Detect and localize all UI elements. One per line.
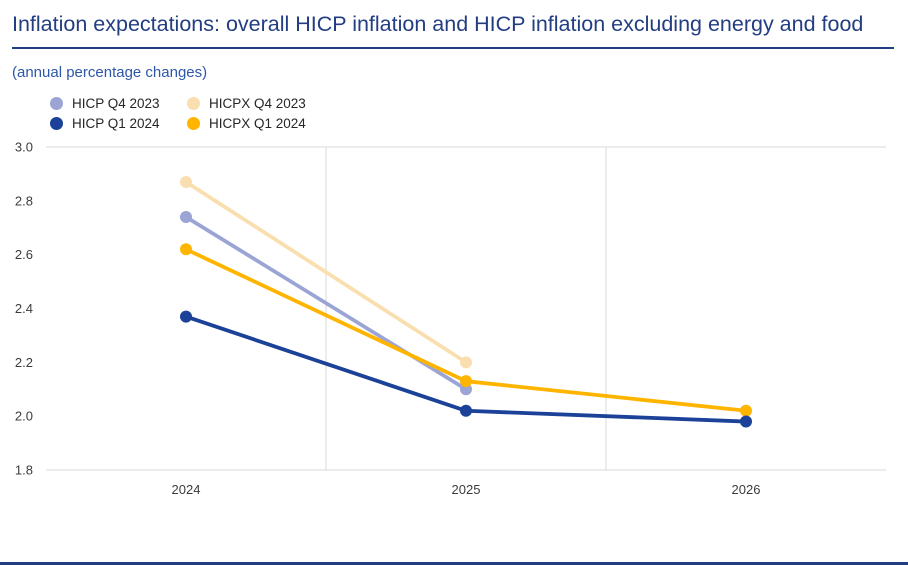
chart-line — [184, 180, 468, 365]
legend-label: HICPX Q1 2024 — [209, 116, 306, 132]
legend-marker-icon — [187, 117, 200, 131]
title-divider — [12, 47, 894, 50]
chart-legend: HICP Q4 2023 HICPX Q4 2023 HICP Q1 2024 HIC… — [50, 96, 908, 131]
x-tick-label: 2025 — [452, 482, 481, 497]
legend-item: HICP Q1 2024 — [50, 116, 187, 131]
y-tick-label: 2.8 — [15, 194, 33, 209]
data-point-marker — [180, 211, 192, 224]
data-point-marker — [460, 356, 472, 369]
legend-label: HICPX Q4 2023 — [209, 96, 306, 112]
legend-marker-icon — [50, 97, 63, 111]
y-tick-label: 2.0 — [15, 409, 33, 424]
data-point-marker — [740, 405, 752, 418]
legend-item: HICPX Q4 2023 — [187, 96, 306, 111]
y-tick-label: 1.8 — [15, 463, 33, 478]
legend-label: HICP Q4 2023 — [72, 96, 160, 112]
x-tick-label: 2026 — [732, 482, 761, 497]
data-point-marker — [460, 375, 472, 388]
chart-title: Inflation expectations: overall HICP inf… — [12, 12, 864, 36]
y-tick-label: 3.0 — [15, 140, 33, 155]
legend-item: HICPX Q1 2024 — [187, 116, 306, 131]
legend-label: HICP Q1 2024 — [72, 116, 160, 132]
legend-marker-icon — [187, 97, 200, 111]
header: Inflation expectations: overall HICP inf… — [0, 0, 908, 81]
legend-item: HICP Q4 2023 — [50, 96, 187, 111]
y-tick-label: 2.4 — [15, 301, 33, 316]
data-point-marker — [460, 405, 472, 418]
data-point-marker — [740, 415, 752, 428]
line-chart: 1.8 2.0 2.2 2.4 2.6 2.8 3.0 2024 2025 2026 — [15, 140, 886, 497]
footer-divider — [0, 562, 908, 565]
data-point-marker — [180, 176, 192, 189]
y-tick-label: 2.6 — [15, 248, 33, 263]
x-tick-label: 2024 — [172, 482, 201, 497]
data-point-marker — [180, 310, 192, 323]
data-point-marker — [180, 243, 192, 256]
y-tick-label: 2.2 — [15, 355, 33, 370]
legend-marker-icon — [50, 117, 63, 131]
chart-subtitle: (annual percentage changes) — [12, 64, 208, 82]
